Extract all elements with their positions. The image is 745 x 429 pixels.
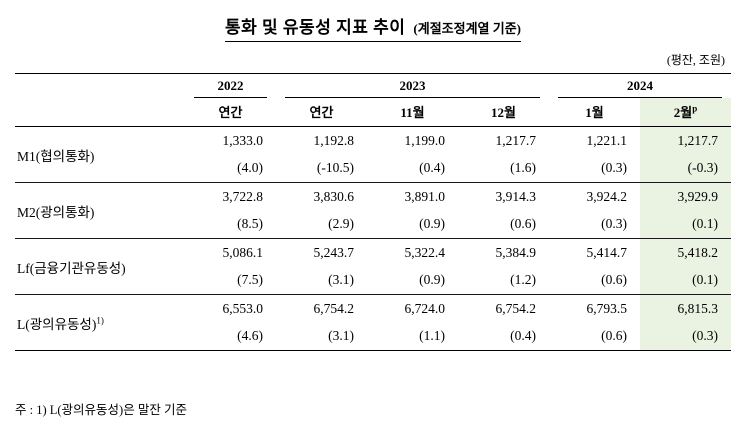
rate-row: (4.0) (-10.5) (0.4) (1.6) (0.3) (-0.3) — [15, 154, 732, 183]
rate-cell: (1.2) — [510, 272, 537, 288]
value-cell: 6,793.5 — [586, 300, 628, 316]
rate-cell: (0.6) — [510, 216, 537, 232]
col-2023-nov: 11월 — [367, 98, 458, 127]
rate-cell: (3.1) — [328, 328, 354, 344]
value-cell: 3,722.8 — [222, 188, 264, 204]
title-main-text: 통화 및 유동성 지표 추이 — [225, 18, 406, 37]
row-group-m1: M1(협의통화) 1,333.0 1,192.8 1,199.0 1,217.7… — [15, 126, 732, 183]
row-label-text: L(광의유동성) — [17, 316, 97, 332]
rate-cell: (0.3) — [601, 160, 628, 176]
col-2024-feb-label: 2월 — [673, 105, 693, 120]
value-cell: 1,217.7 — [495, 132, 537, 148]
year-header-row: 2022 2023 2024 — [15, 73, 732, 98]
rate-cell: (0.1) — [640, 266, 732, 295]
value-cell: 5,414.7 — [586, 244, 628, 260]
period-header-row: 연간 연간 11월 12월 1월 2월p — [15, 98, 732, 127]
row-label-text: M2(광의통화) — [17, 204, 95, 220]
row-label-text: M1(협의통화) — [17, 148, 95, 164]
row-label-m2: M2(광의통화) — [15, 183, 185, 239]
value-cell: 6,553.0 — [222, 300, 264, 316]
header-spacer — [15, 73, 185, 98]
row-group-m2: M2(광의통화) 3,722.8 3,830.6 3,891.0 3,914.3… — [15, 182, 732, 239]
value-cell: 3,891.0 — [404, 188, 446, 204]
value-row: Lf(금융기관유동성) 5,086.1 5,243.7 5,322.4 5,38… — [15, 238, 732, 276]
title-underline: 통화 및 유동성 지표 추이 (계절조정계열 기준) — [225, 13, 521, 42]
title-sub-text: (계절조정계열 기준) — [413, 21, 521, 36]
value-cell: 5,086.1 — [222, 244, 264, 260]
rate-cell: (0.4) — [419, 160, 445, 176]
rate-row: (4.6) (3.1) (1.1) (0.4) (0.6) (0.3) — [15, 322, 732, 351]
rate-cell: (0.3) — [640, 322, 732, 351]
rate-row: (8.5) (2.9) (0.9) (0.6) (0.3) (0.1) — [15, 210, 732, 239]
rate-cell: (0.9) — [419, 216, 445, 232]
value-cell: 1,192.8 — [313, 132, 355, 148]
col-2023-dec: 12월 — [458, 98, 550, 127]
row-group-l: L(광의유동성)1) 6,553.0 6,754.2 6,724.0 6,754… — [15, 294, 732, 351]
rate-cell: (1.6) — [510, 160, 537, 176]
year-2023-header: 2023 — [276, 73, 550, 98]
rate-cell: (0.6) — [601, 328, 628, 344]
col-2023-annual: 연간 — [276, 98, 367, 127]
row-label-lf: Lf(금융기관유동성) — [15, 239, 185, 295]
header-spacer — [15, 98, 185, 127]
rate-row: (7.5) (3.1) (0.9) (1.2) (0.6) (0.1) — [15, 266, 732, 295]
year-2024-header: 2024 — [549, 73, 732, 98]
rate-cell: (0.1) — [640, 210, 732, 239]
value-cell: 6,724.0 — [404, 300, 446, 316]
value-cell: 1,199.0 — [404, 132, 446, 148]
value-cell: 3,924.2 — [586, 188, 628, 204]
value-cell: 5,384.9 — [495, 244, 537, 260]
col-2022-annual: 연간 — [185, 98, 276, 127]
unit-note: (평잔, 조원) — [666, 53, 725, 67]
rate-cell: (1.1) — [419, 328, 445, 344]
value-cell: 6,815.3 — [640, 294, 732, 323]
value-cell: 3,929.9 — [640, 182, 732, 211]
col-2024-feb: 2월p — [640, 98, 732, 127]
row-label-l: L(광의유동성)1) — [15, 295, 185, 351]
row-group-lf: Lf(금융기관유동성) 5,086.1 5,243.7 5,322.4 5,38… — [15, 238, 732, 295]
year-2023-label: 2023 — [285, 77, 541, 98]
rate-cell: (3.1) — [328, 272, 354, 288]
value-cell: 1,333.0 — [222, 132, 264, 148]
footnote-1: 주 : 1) L(광의유동성)은 말잔 기준 — [15, 403, 187, 418]
preliminary-superscript: p — [692, 103, 698, 114]
value-row: M2(광의통화) 3,722.8 3,830.6 3,891.0 3,914.3… — [15, 182, 732, 220]
rate-cell: (2.9) — [328, 216, 354, 232]
value-cell: 1,221.1 — [586, 132, 628, 148]
page-title: 통화 및 유동성 지표 추이 (계절조정계열 기준) — [15, 13, 731, 42]
value-row: L(광의유동성)1) 6,553.0 6,754.2 6,724.0 6,754… — [15, 294, 732, 332]
liquidity-indicators-table: 2022 2023 2024 연간 연간 11월 12월 1월 2월p — [15, 73, 732, 351]
footnotes: 주 : 1) L(광의유동성)은 말잔 기준 2) ( )내는 계절조정계열 전… — [15, 359, 731, 429]
table-header: 2022 2023 2024 연간 연간 11월 12월 1월 2월p — [15, 73, 732, 127]
year-2022-header: 2022 — [185, 73, 276, 98]
value-cell: 5,418.2 — [640, 238, 732, 267]
row-label-sup: 1) — [96, 315, 104, 325]
value-cell: 1,217.7 — [640, 126, 732, 155]
rate-cell: (8.5) — [237, 216, 263, 232]
value-cell: 6,754.2 — [495, 300, 537, 316]
value-cell: 3,830.6 — [313, 188, 355, 204]
rate-cell: (-10.5) — [316, 160, 354, 176]
rate-cell: (4.0) — [237, 160, 263, 176]
col-2024-jan: 1월 — [549, 98, 641, 127]
year-2024-label: 2024 — [558, 77, 723, 98]
rate-cell: (0.3) — [601, 216, 628, 232]
year-2022-label: 2022 — [194, 77, 267, 98]
rate-cell: (7.5) — [237, 272, 263, 288]
row-label-text: Lf(금융기관유동성) — [17, 260, 126, 276]
rate-cell: (-0.3) — [640, 154, 732, 183]
row-label-m1: M1(협의통화) — [15, 127, 185, 183]
value-row: M1(협의통화) 1,333.0 1,192.8 1,199.0 1,217.7… — [15, 126, 732, 164]
rate-cell: (0.4) — [510, 328, 537, 344]
value-cell: 6,754.2 — [313, 300, 355, 316]
rate-cell: (0.6) — [601, 272, 628, 288]
value-cell: 3,914.3 — [495, 188, 537, 204]
value-cell: 5,243.7 — [313, 244, 355, 260]
rate-cell: (0.9) — [419, 272, 445, 288]
rate-cell: (4.6) — [237, 328, 263, 344]
value-cell: 5,322.4 — [404, 244, 446, 260]
